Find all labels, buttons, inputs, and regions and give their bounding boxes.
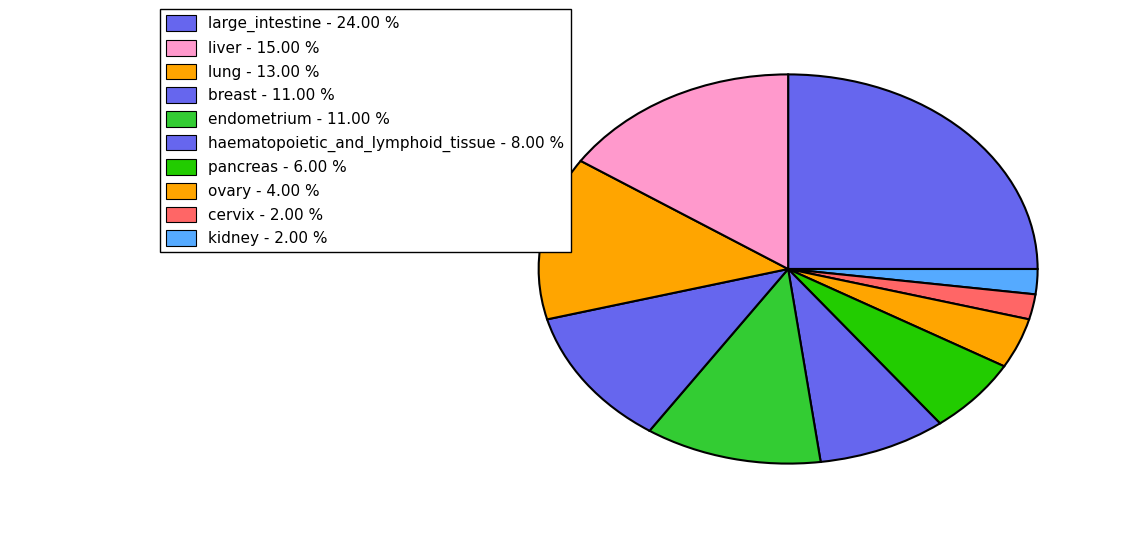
Wedge shape: [788, 269, 940, 462]
Wedge shape: [547, 269, 788, 431]
Wedge shape: [788, 74, 1038, 269]
Legend: large_intestine - 24.00 %, liver - 15.00 %, lung - 13.00 %, breast - 11.00 %, en: large_intestine - 24.00 %, liver - 15.00…: [160, 9, 570, 252]
Wedge shape: [788, 269, 1005, 423]
Wedge shape: [788, 269, 1030, 366]
Wedge shape: [788, 269, 1035, 320]
Wedge shape: [539, 161, 788, 320]
Wedge shape: [650, 269, 821, 464]
Wedge shape: [581, 74, 788, 269]
Wedge shape: [788, 269, 1038, 294]
